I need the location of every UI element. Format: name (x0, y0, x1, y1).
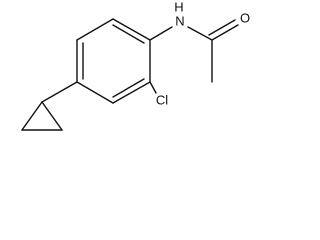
bond (149, 26, 173, 41)
atom-labels: H N O Cl (156, 0, 250, 107)
atom-label: N (175, 13, 184, 28)
double-bond (208, 19, 236, 36)
double-bond (112, 78, 145, 98)
bond (41, 101, 63, 131)
bond (112, 18, 151, 41)
bond (76, 18, 114, 41)
double-bond (112, 24, 145, 44)
bond (41, 81, 78, 103)
bond (21, 101, 43, 131)
structure-diagram: H N O Cl (21, 0, 250, 131)
bond (149, 81, 157, 94)
atom-label: H (174, 0, 183, 14)
atom-label: Cl (156, 92, 168, 107)
atom-label: O (240, 10, 250, 25)
bonds (21, 18, 239, 131)
bond (211, 24, 239, 41)
bond (76, 81, 114, 104)
bond (112, 81, 151, 104)
bond (187, 26, 213, 41)
